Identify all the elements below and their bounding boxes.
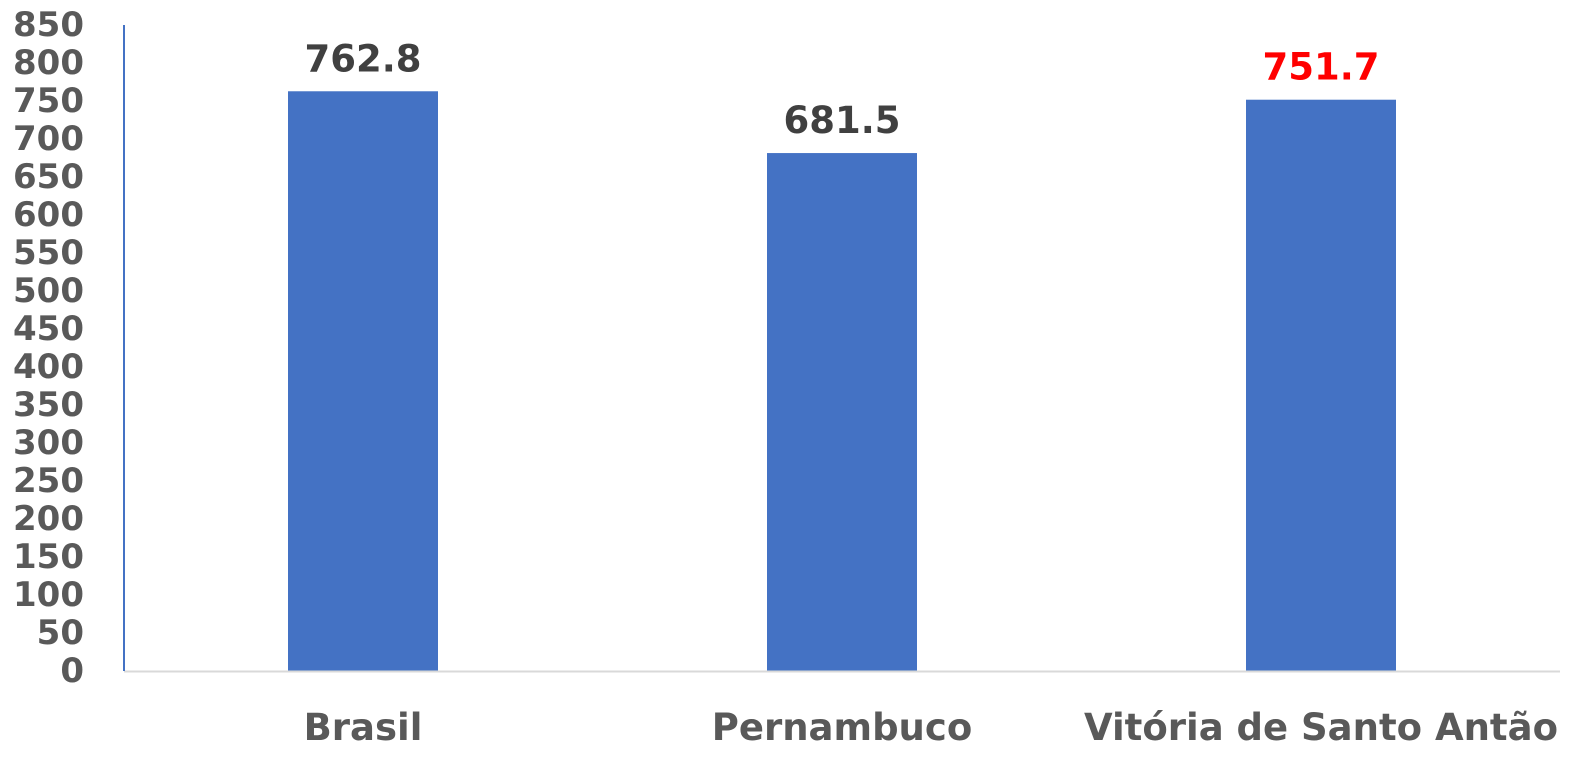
x-tick-label: Vitória de Santo Antão <box>1084 706 1558 749</box>
bars <box>288 91 1396 672</box>
y-tick-label: 600 <box>13 195 84 235</box>
y-tick-label: 300 <box>13 423 84 463</box>
x-axis-labels: Brasil Pernambuco Vitória de Santo Antão <box>304 706 1558 749</box>
bar-pernambuco <box>767 153 917 671</box>
y-tick-label: 50 <box>37 613 84 653</box>
y-tick-label: 500 <box>13 271 84 311</box>
y-tick-label: 400 <box>13 347 84 387</box>
y-tick-label: 150 <box>13 537 84 577</box>
y-tick-label: 650 <box>13 157 84 197</box>
x-tick-label: Pernambuco <box>712 706 973 749</box>
data-label: 681.5 <box>783 99 900 142</box>
data-label: 762.8 <box>304 37 421 80</box>
y-axis-ticks: 0501001502002503003504004505005506006507… <box>13 5 84 691</box>
y-tick-label: 850 <box>13 5 84 45</box>
y-tick-label: 450 <box>13 309 84 349</box>
data-labels: 762.8 681.5 751.7 <box>304 37 1379 142</box>
y-tick-label: 550 <box>13 233 84 273</box>
x-tick-label: Brasil <box>304 706 423 749</box>
y-tick-label: 700 <box>13 119 84 159</box>
y-tick-label: 200 <box>13 499 84 539</box>
bar-brasil <box>288 91 438 672</box>
y-tick-label: 100 <box>13 575 84 615</box>
y-tick-label: 750 <box>13 81 84 121</box>
y-tick-label: 350 <box>13 385 84 425</box>
y-tick-label: 0 <box>60 651 84 691</box>
y-tick-label: 250 <box>13 461 84 501</box>
y-tick-label: 800 <box>13 43 84 83</box>
data-label: 751.7 <box>1262 46 1379 89</box>
bar-vit-ria-de-santo-ant-o <box>1246 99 1396 671</box>
